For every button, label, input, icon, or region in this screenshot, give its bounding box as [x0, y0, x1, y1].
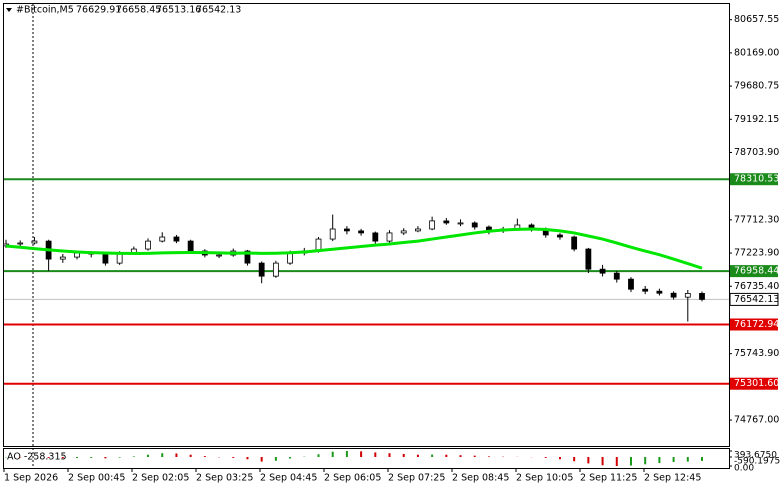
x-tick-label: 2 Sep 06:05 [324, 473, 381, 484]
x-tick-label: 2 Sep 08:45 [452, 473, 509, 484]
candle-body [699, 293, 705, 300]
candle-body [329, 228, 336, 240]
y-tick-label: 74767.00 [734, 415, 779, 426]
level-label-box [730, 265, 778, 278]
symbol: #Bitcoin,M5 [16, 5, 74, 16]
candle-body [429, 220, 436, 230]
level-label-box [730, 173, 778, 186]
level-label-box [730, 377, 778, 390]
level-label: 76172.94 [734, 319, 779, 330]
candle-body [613, 272, 620, 280]
ao-tick-label: 0.00 [734, 464, 754, 474]
x-tick-label: 2 Sep 10:05 [516, 473, 573, 484]
y-tick-label: 76735.40 [734, 281, 779, 292]
current-price-box [729, 292, 779, 306]
ohlc-low: 76513.16 [156, 5, 201, 16]
candle-body [386, 232, 393, 242]
candle-body [557, 234, 563, 238]
candle-body [31, 240, 38, 244]
main-frame [3, 3, 730, 447]
x-tick-label: 2 Sep 02:05 [132, 473, 189, 484]
x-tick-label: 1 Sep 2026 [4, 473, 58, 484]
ao-tick-label: -590.1975 [734, 457, 780, 467]
candle-body [471, 222, 478, 228]
y-tick-label: 75743.90 [734, 348, 779, 359]
ohlc-close: 76542.13 [196, 5, 241, 16]
x-tick-label: 2 Sep 03:25 [196, 473, 253, 484]
candle-body [102, 253, 109, 264]
candle-body [670, 292, 677, 298]
current-price-label: 76542.13 [734, 294, 779, 305]
candle-body [358, 230, 365, 234]
candle-body [400, 230, 407, 234]
moving-average [5, 227, 703, 270]
candle-body [258, 262, 265, 277]
candle-body [74, 252, 80, 258]
candle-body [173, 236, 180, 242]
y-tick-label: 77712.30 [734, 214, 779, 225]
x-tick-label: 2 Sep 07:25 [388, 473, 445, 484]
y-tick-label: 79680.75 [734, 81, 779, 92]
candle-body [244, 250, 251, 264]
y-tick-label: 80657.55 [734, 14, 779, 25]
candle-body [216, 254, 222, 257]
menu-arrow[interactable] [6, 8, 12, 12]
y-tick-label: 80169.00 [734, 47, 779, 58]
candle-body [642, 288, 649, 292]
candle-body [372, 232, 379, 242]
candle-body [159, 236, 166, 242]
ohlc-high: 76658.45 [116, 5, 161, 16]
candle-body [656, 290, 663, 294]
candle-body [585, 248, 592, 270]
x-tick-label: 2 Sep 12:45 [644, 473, 701, 484]
candle-body [145, 240, 151, 250]
level-label-box [730, 318, 778, 331]
x-tick-label: 2 Sep 11:25 [580, 473, 637, 484]
candle-body [415, 228, 421, 232]
candle-body [59, 256, 66, 260]
candle-body [684, 293, 691, 298]
candle-body [628, 278, 634, 290]
candle-body [272, 262, 279, 277]
y-tick-label: 78703.90 [734, 147, 779, 158]
y-tick-label: 77223.90 [734, 248, 779, 259]
y-tick-label: 79192.15 [734, 114, 779, 125]
candle-body [343, 228, 350, 232]
level-label: 78310.53 [734, 174, 779, 185]
candle-body [457, 222, 464, 225]
candle-body [571, 236, 578, 250]
ohlc-open: 76629.91 [76, 5, 121, 16]
candle-body [187, 240, 194, 252]
x-tick-label: 2 Sep 04:45 [260, 473, 317, 484]
ao-frame [3, 448, 730, 469]
candle-body [287, 252, 293, 264]
candle-body [599, 268, 606, 274]
x-tick-label: 2 Sep 00:45 [68, 473, 125, 484]
candle-body [443, 220, 450, 224]
candle-body [17, 242, 24, 245]
ao-tick-label: 393.6750 [734, 451, 777, 461]
ao-title: AO -258.315 [7, 452, 67, 463]
level-label: 75301.60 [734, 378, 779, 389]
level-label: 76958.44 [734, 266, 779, 277]
